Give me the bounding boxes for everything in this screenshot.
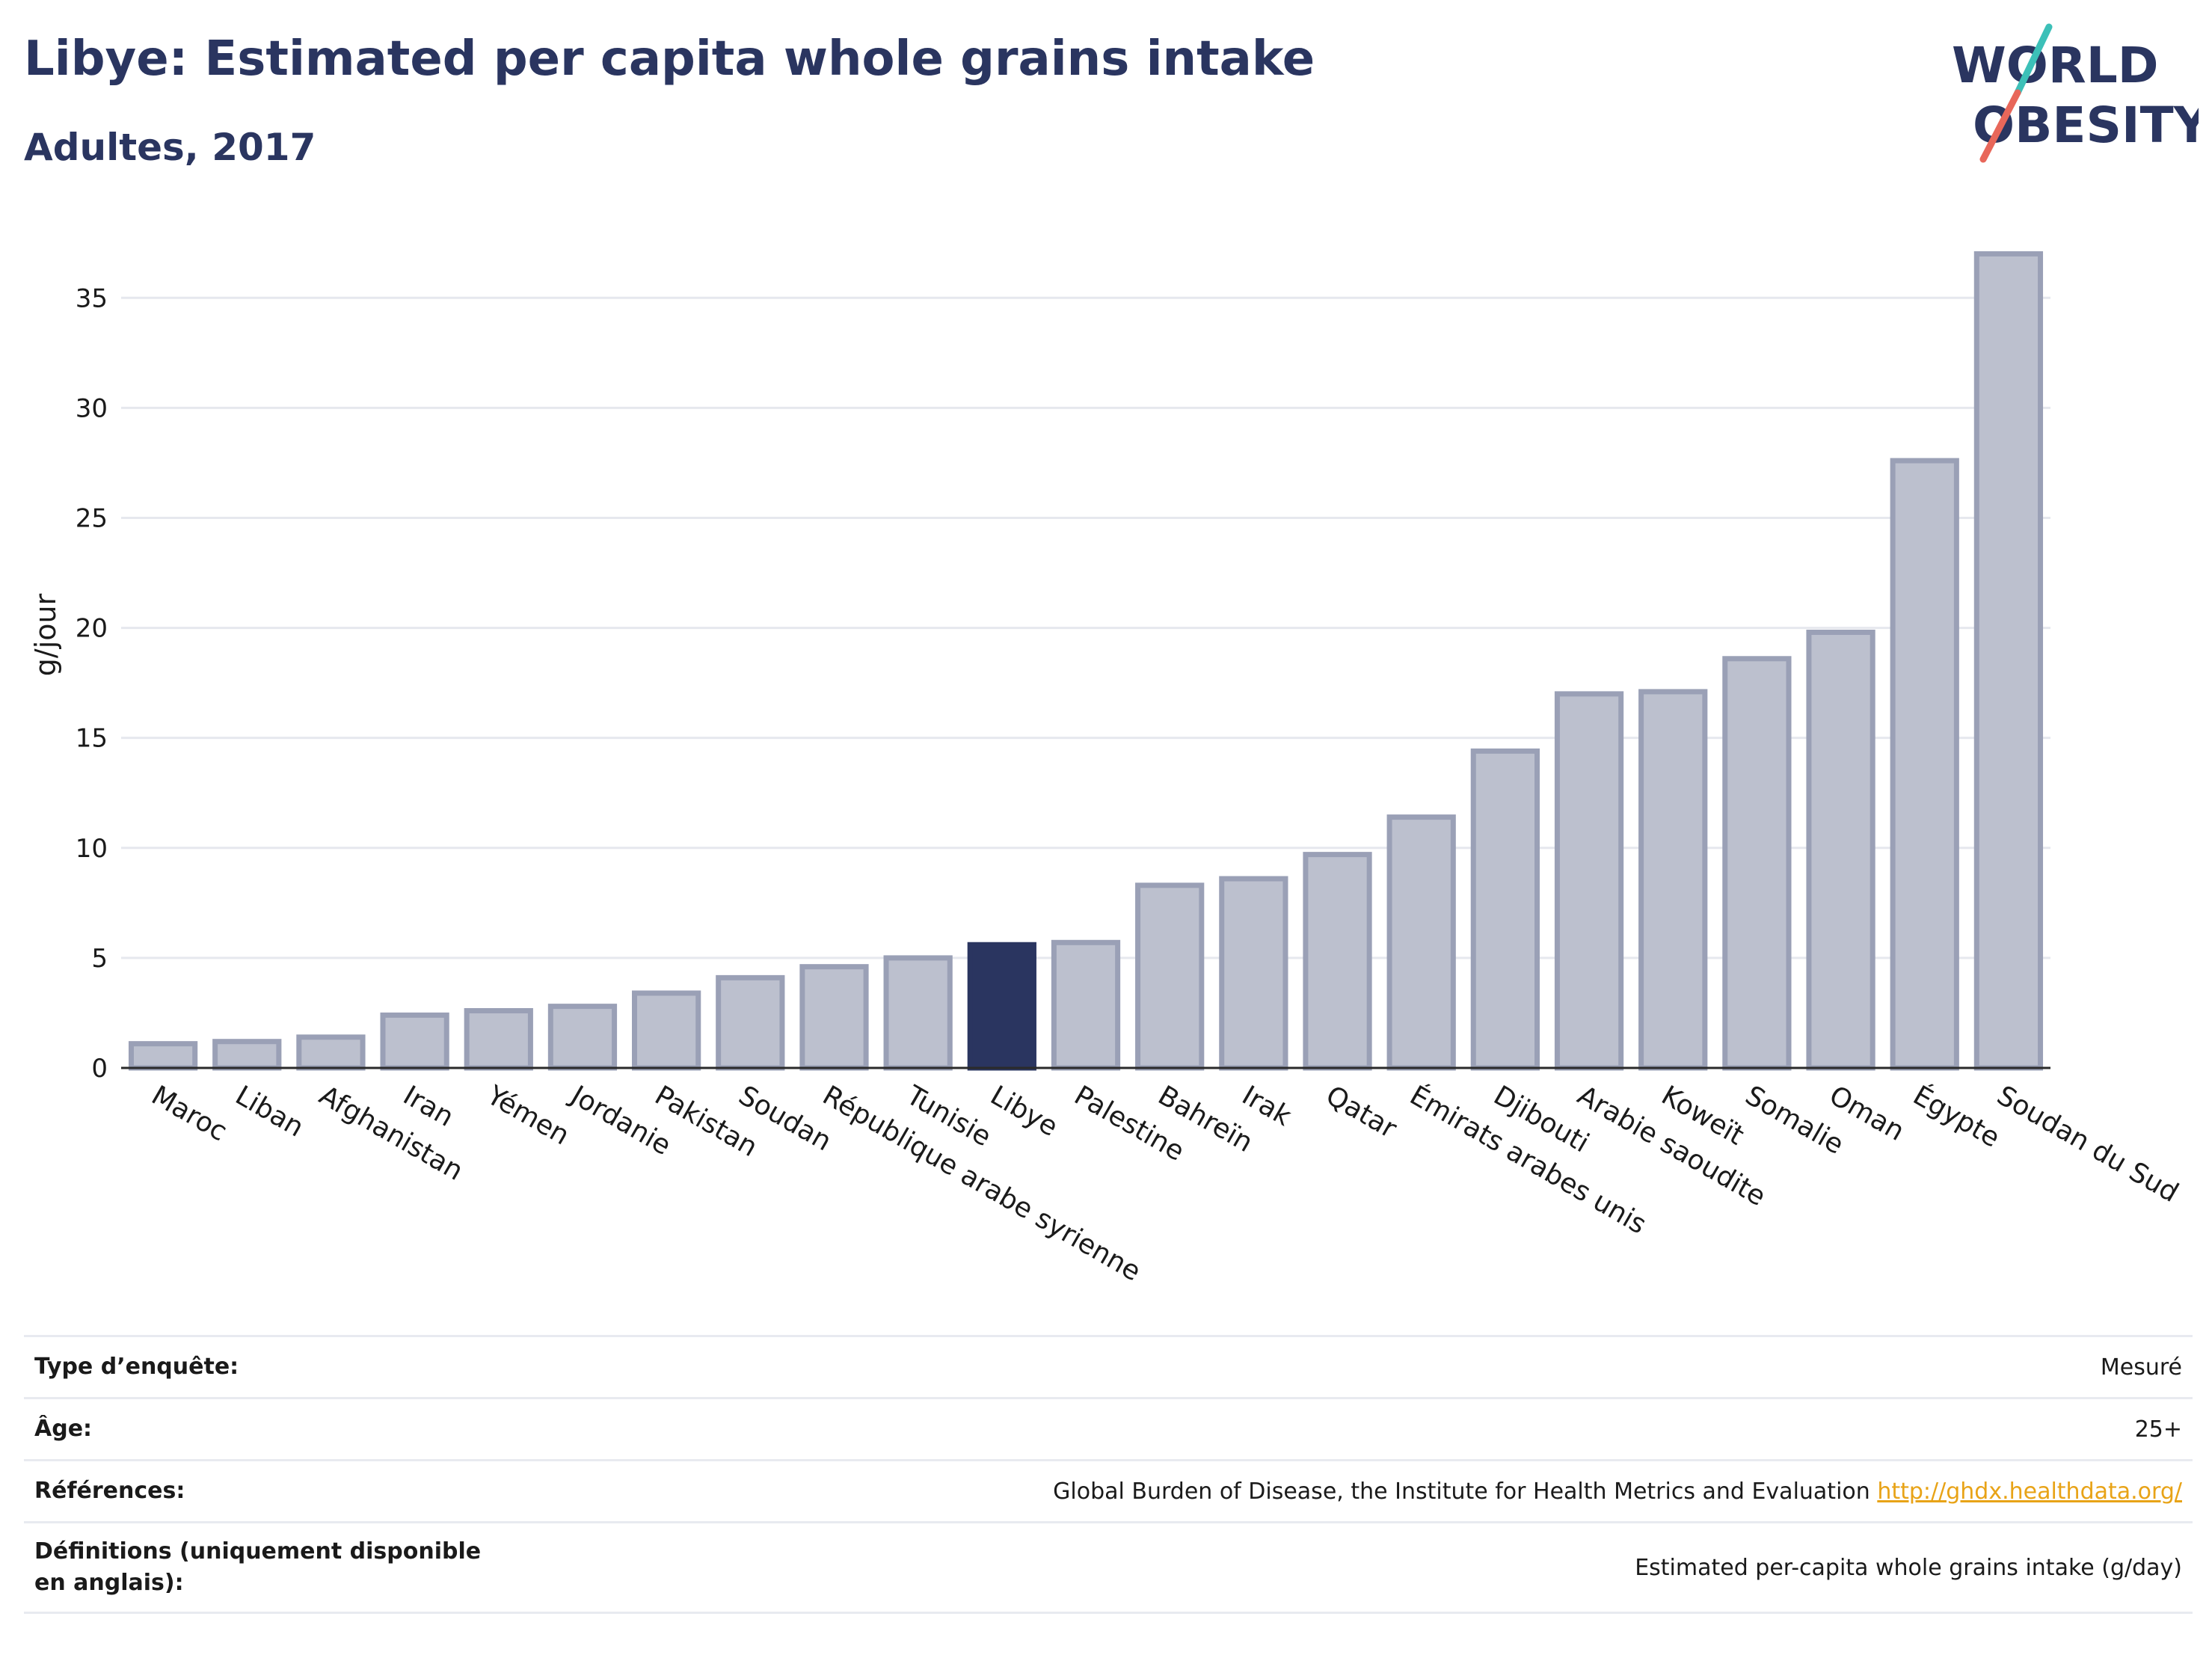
x-tick-label: Libye xyxy=(985,1080,1063,1143)
x-tick-label: Maroc xyxy=(147,1080,233,1147)
y-tick-label: 15 xyxy=(76,724,108,754)
x-tick-label: Afghanistan xyxy=(314,1080,468,1187)
bar-2[interactable] xyxy=(296,1034,366,1071)
x-tick-label: Liban xyxy=(230,1080,309,1143)
world-obesity-logo: WORLD OBESITY xyxy=(1952,23,2199,163)
age-value: 25+ xyxy=(523,1397,2193,1461)
survey-type-label: Type d’enquête: xyxy=(24,1335,523,1399)
chart-subtitle: Adultes, 2017 xyxy=(24,126,316,169)
bar-4[interactable] xyxy=(464,1008,533,1071)
bar-3[interactable] xyxy=(380,1012,449,1071)
y-tick-label: 0 xyxy=(91,1054,108,1084)
references-value: Global Burden of Disease, the Institute … xyxy=(1053,1478,1878,1505)
y-tick-label: 25 xyxy=(76,503,108,533)
y-tick-label: 20 xyxy=(76,614,108,644)
bar-22[interactable] xyxy=(1973,251,2044,1071)
bar-21[interactable] xyxy=(1890,458,1959,1071)
x-tick-label: Soudan du Sud xyxy=(1991,1080,2183,1209)
bar-9[interactable] xyxy=(883,955,953,1071)
bar-14[interactable] xyxy=(1303,852,1372,1071)
definitions-value: Estimated per-capita whole grains intake… xyxy=(523,1521,2193,1614)
references-link[interactable]: http://ghdx.healthdata.org/ xyxy=(1877,1478,2182,1505)
bar-1[interactable] xyxy=(212,1039,282,1071)
bar-0[interactable] xyxy=(128,1041,198,1071)
x-tick-label: Yémen xyxy=(481,1080,574,1152)
logo-text-world: WORLD xyxy=(1952,37,2159,94)
info-table: Type d’enquête: Mesuré Âge: 25+ Référenc… xyxy=(24,1335,2193,1614)
bar-15[interactable] xyxy=(1386,814,1456,1071)
bar-5[interactable] xyxy=(547,1004,618,1071)
bar-19[interactable] xyxy=(1722,656,1792,1071)
x-tick-label: Égypte xyxy=(1908,1079,2005,1153)
bar-13[interactable] xyxy=(1219,876,1288,1071)
logo-slash-bottom xyxy=(1979,89,2021,163)
logo-slash-top xyxy=(2014,23,2053,96)
info-row-age: Âge: 25+ xyxy=(24,1397,2193,1461)
y-tick-label: 10 xyxy=(76,834,108,864)
bar-16[interactable] xyxy=(1470,748,1540,1071)
info-row-definitions: Définitions (uniquement disponible en an… xyxy=(24,1521,2193,1614)
references-cell: Global Burden of Disease, the Institute … xyxy=(523,1459,2193,1523)
bar-11[interactable] xyxy=(1051,939,1121,1071)
x-tick-label: Qatar xyxy=(1321,1080,1401,1144)
info-row-references: Références: Global Burden of Disease, th… xyxy=(24,1459,2193,1523)
y-tick-label: 35 xyxy=(76,283,108,313)
y-tick-labels: 0 5 10 15 20 25 30 35 xyxy=(76,283,108,1084)
y-tick-label: 5 xyxy=(91,944,108,974)
bar-10[interactable] xyxy=(967,942,1036,1071)
definitions-label: Définitions (uniquement disponible en an… xyxy=(24,1521,523,1614)
references-label: Références: xyxy=(24,1459,523,1523)
bar-12[interactable] xyxy=(1135,882,1205,1071)
bar-8[interactable] xyxy=(799,964,869,1071)
age-label: Âge: xyxy=(24,1397,523,1461)
bar-6[interactable] xyxy=(632,990,701,1071)
bar-17[interactable] xyxy=(1554,691,1624,1071)
y-axis-label: g/jour xyxy=(29,593,62,676)
bar-7[interactable] xyxy=(716,974,785,1071)
bars xyxy=(128,251,2044,1071)
chart-title: Libye: Estimated per capita whole grains… xyxy=(24,31,1315,87)
bar-20[interactable] xyxy=(1806,629,1875,1071)
bar-18[interactable] xyxy=(1638,689,1708,1071)
y-tick-label: 30 xyxy=(76,393,108,423)
survey-type-value: Mesuré xyxy=(523,1335,2193,1399)
info-row-survey-type: Type d’enquête: Mesuré xyxy=(24,1335,2193,1399)
